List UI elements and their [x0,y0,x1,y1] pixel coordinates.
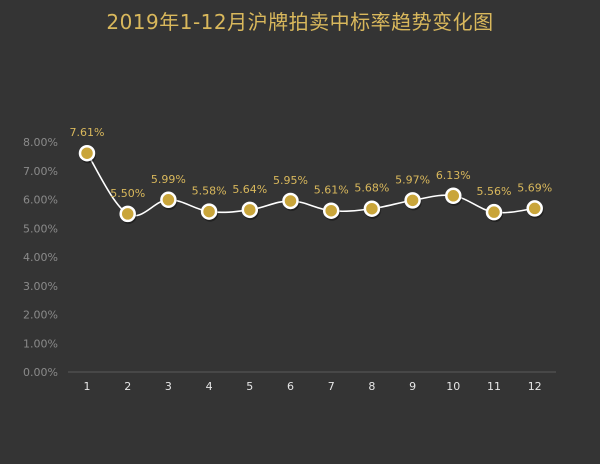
y-tick-label: 3.00% [23,280,58,293]
data-label: 5.99% [151,173,186,186]
data-label: 5.69% [517,181,552,194]
x-tick-label: 4 [206,380,213,393]
point-marker [282,192,299,210]
x-tick-label: 1 [84,380,91,393]
data-label: 5.64% [232,183,267,196]
x-tick-label: 9 [409,380,416,393]
data-label: 5.56% [477,185,512,198]
x-tick-label: 10 [446,380,460,393]
point-marker [404,192,421,209]
x-tick-label: 11 [487,380,501,393]
data-label: 5.58% [192,185,227,198]
point-marker [160,191,177,209]
x-tick-label: 5 [246,380,253,393]
y-tick-label: 4.00% [23,251,58,264]
data-label: 5.68% [354,182,389,195]
point-marker [445,187,462,205]
x-tick-label: 2 [124,380,131,393]
data-label: 5.50% [110,187,145,200]
point-marker [200,203,218,220]
y-tick-label: 2.00% [23,309,58,322]
y-tick-label: 7.00% [23,165,58,178]
point-marker [363,200,381,217]
point-marker [485,203,503,221]
point-marker [78,144,96,162]
point-marker [526,200,543,217]
point-marker [119,205,136,223]
y-tick-label: 8.00% [23,136,58,149]
data-label: 5.97% [395,173,430,186]
data-label: 5.61% [314,184,349,197]
x-tick-label: 6 [287,380,294,393]
x-tick-label: 3 [165,380,172,393]
y-tick-label: 5.00% [23,222,58,235]
y-tick-label: 6.00% [23,194,58,207]
x-tick-label: 12 [528,380,542,393]
x-tick-label: 8 [368,380,375,393]
y-tick-label: 1.00% [23,337,58,350]
point-marker [241,201,259,219]
data-label: 5.95% [273,174,308,187]
data-label: 6.13% [436,169,471,182]
data-label: 7.61% [70,126,105,139]
point-marker [322,202,340,219]
y-tick-label: 0.00% [23,366,58,379]
x-tick-label: 7 [328,380,335,393]
chart-title: 2019年1-12月沪牌拍卖中标率趋势变化图 [106,10,494,34]
